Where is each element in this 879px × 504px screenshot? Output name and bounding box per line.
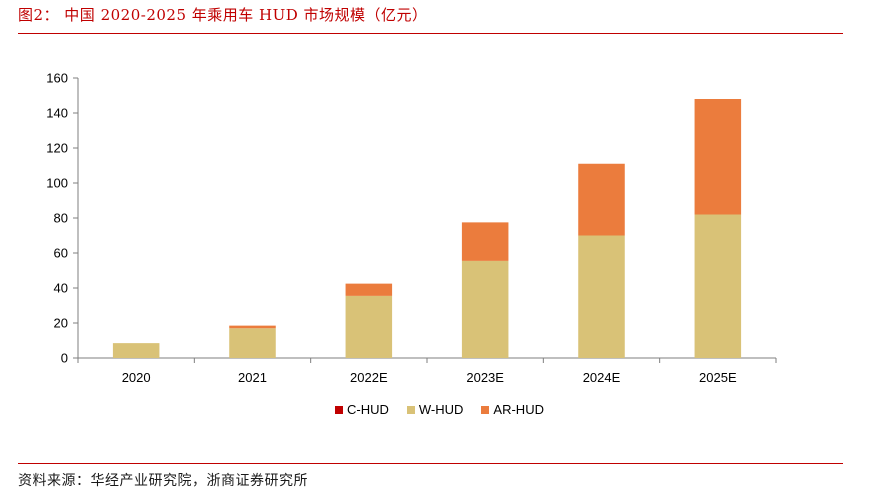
bar-ar-hud-2024e — [578, 163, 625, 236]
y-axis: 0 20 40 60 80 100 120 140 160 — [46, 71, 79, 366]
legend-item-w-hud: W-HUD — [406, 402, 464, 417]
y-tick-label: 160 — [46, 71, 68, 86]
bar-w-hud-2023e — [461, 260, 509, 358]
legend-label: W-HUD — [418, 402, 464, 417]
bar-ar-hud-2025e — [694, 99, 742, 215]
x-tick-label: 2023E — [466, 370, 504, 385]
figure-title: 图2： 中国 2020-2025 年乘用车 HUD 市场规模（亿元） — [18, 6, 428, 24]
bar-ar-hud-2021 — [229, 325, 276, 329]
bar-ar-hud-2023e — [461, 222, 509, 261]
chart-legend: C-HUD W-HUD AR-HUD — [0, 402, 879, 417]
legend-label: C-HUD — [347, 402, 389, 417]
bar-ar-hud-2022e — [345, 283, 393, 296]
bar-w-hud-2020 — [112, 343, 160, 358]
y-tick-label: 80 — [54, 211, 68, 226]
title-rule — [18, 33, 843, 34]
x-tick-label: 2024E — [583, 370, 621, 385]
y-tick-label: 100 — [46, 176, 68, 191]
y-tick-label: 140 — [46, 106, 68, 121]
y-tick-label: 0 — [61, 351, 68, 366]
legend-swatch — [481, 405, 490, 414]
bar-w-hud-2022e — [345, 295, 393, 358]
bar-w-hud-2021 — [229, 328, 276, 358]
y-tick-label: 60 — [54, 246, 68, 261]
source-rule — [18, 463, 843, 464]
legend-item-c-hud: C-HUD — [335, 402, 389, 417]
legend-item-ar-hud: AR-HUD — [481, 402, 544, 417]
y-tick-label: 40 — [54, 281, 68, 296]
y-tick-label: 20 — [54, 316, 68, 331]
legend-swatch — [335, 405, 343, 414]
legend-label: AR-HUD — [493, 402, 544, 417]
x-tick-label: 2020 — [122, 370, 151, 385]
bars — [112, 99, 742, 358]
bar-w-hud-2025e — [694, 214, 742, 358]
legend-swatch — [406, 405, 415, 414]
x-tick-label: 2022E — [350, 370, 388, 385]
bar-w-hud-2024e — [578, 235, 625, 358]
y-tick-label: 120 — [46, 141, 68, 156]
stacked-bar-chart: 0 20 40 60 80 100 120 140 160 2020 2021 2022E 2023E… — [46, 71, 777, 385]
x-tick-label: 2025E — [699, 370, 737, 385]
x-axis: 2020 2021 2022E 2023E 2024E 2025E — [77, 357, 777, 385]
source-note: 资料来源：华经产业研究院，浙商证券研究所 — [18, 473, 308, 489]
x-tick-label: 2021 — [238, 370, 267, 385]
